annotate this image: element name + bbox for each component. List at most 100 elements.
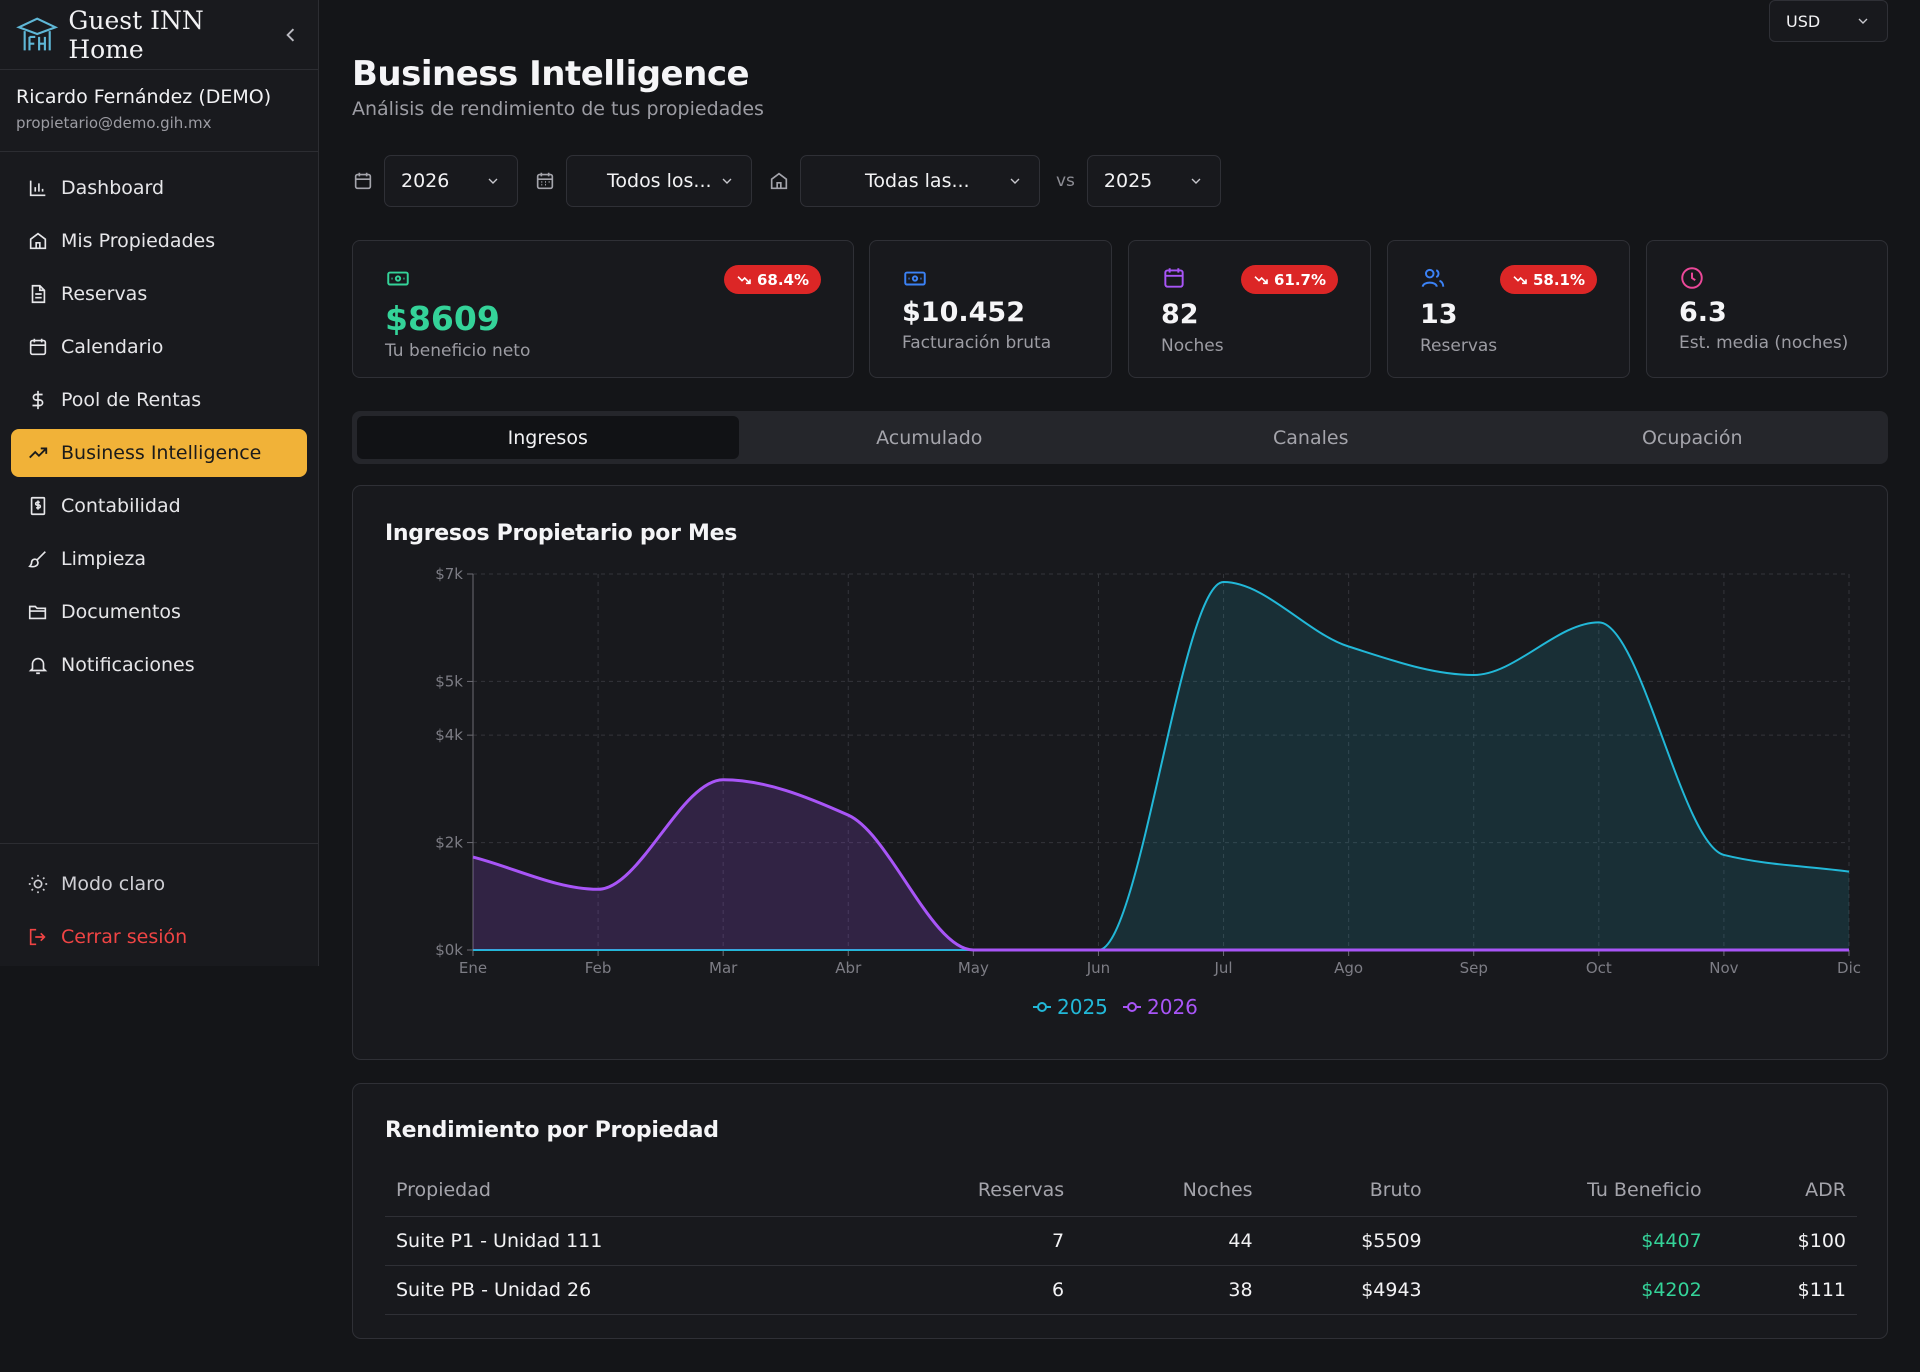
calendar-icon (29, 338, 47, 356)
logout-icon (29, 928, 46, 946)
x-tick-label: Jun (1086, 959, 1110, 977)
kpi-nights: 61.7% 82 Noches (1128, 240, 1371, 378)
sidebar-item-rental-pool[interactable]: Pool de Rentas (11, 376, 307, 424)
table-title: Rendimiento por Propiedad (385, 1118, 719, 1143)
x-tick-label: May (958, 959, 989, 977)
series-area-2026 (473, 779, 1849, 950)
folder-icon (28, 605, 47, 620)
cell-nights: 38 (1075, 1265, 1264, 1315)
sidebar-item-properties[interactable]: Mis Propiedades (11, 217, 307, 265)
x-tick-label: Nov (1709, 959, 1738, 977)
x-tick-label: Sep (1460, 959, 1488, 977)
calendar-grid-icon (536, 172, 554, 190)
sidebar-item-label: Notificaciones (61, 654, 195, 676)
sidebar-item-cleaning[interactable]: Limpieza (11, 535, 307, 583)
sidebar-item-business-intelligence[interactable]: Business Intelligence (11, 429, 307, 477)
kpi-row: 68.4% $8609 Tu beneficio neto $10.452 Fa… (352, 240, 1888, 378)
y-tick-label: $4k (435, 726, 463, 744)
tab-ocupacion[interactable]: Ocupación (1641, 426, 1743, 449)
column-header: Noches (1075, 1164, 1264, 1217)
sidebar-item-notifications[interactable]: Notificaciones (11, 641, 307, 689)
chevron-down-icon (722, 178, 732, 184)
bell-icon (28, 657, 48, 675)
kpi-label: Facturación bruta (902, 333, 1052, 353)
table-header-row: Propiedad Reservas Noches Bruto Tu Benef… (385, 1164, 1857, 1217)
cell-adr: $100 (1712, 1216, 1857, 1266)
kpi-label: Reservas (1420, 336, 1498, 356)
property-select[interactable]: Todas las... (800, 155, 1040, 207)
sidebar-item-dashboard[interactable]: Dashboard (11, 164, 307, 212)
tab-canales[interactable]: Canales (1273, 426, 1349, 449)
sidebar-item-label: Contabilidad (61, 495, 181, 517)
period-select[interactable]: Todos los... (566, 155, 752, 207)
y-tick-label: $0k (435, 941, 463, 959)
receipt-icon (30, 496, 46, 516)
tab-ingresos[interactable]: Ingresos (357, 416, 739, 459)
brush-icon (28, 551, 46, 568)
chevron-down-icon (1858, 18, 1868, 24)
kpi-change-value: 61.7% (1273, 270, 1326, 289)
currency-select[interactable]: USD (1769, 0, 1888, 42)
kpi-label: Tu beneficio neto (385, 341, 531, 361)
sidebar-item-calendar[interactable]: Calendario (11, 323, 307, 371)
column-header: Bruto (1263, 1164, 1433, 1217)
kpi-value: 6.3 (1679, 297, 1727, 328)
theme-toggle[interactable]: Modo claro (11, 860, 307, 908)
sidebar-item-label: Mis Propiedades (61, 230, 216, 252)
year-select-value: 2026 (401, 170, 450, 192)
brand-header: Guest INN Home (0, 0, 318, 70)
x-tick-label: Feb (585, 959, 612, 977)
cell-gross: $5509 (1263, 1216, 1433, 1266)
kpi-label: Est. media (noches) (1679, 333, 1849, 353)
banknote-icon (387, 271, 409, 286)
trending-down-icon (1513, 275, 1527, 284)
sidebar-item-reservations[interactable]: Reservas (11, 270, 307, 318)
kpi-value: $10.452 (902, 297, 1025, 328)
series-line-2026 (472, 778, 1849, 952)
logo-icon (16, 16, 59, 50)
series-line-2025 (472, 581, 1850, 951)
table-row[interactable]: Suite PB - Unidad 26 6 38 $4943 $4202 $1… (385, 1265, 1857, 1315)
users-icon (1421, 268, 1445, 288)
cell-gross: $4943 (1263, 1265, 1433, 1315)
compare-year-select[interactable]: 2025 (1086, 155, 1221, 207)
x-tick-label: Jul (1213, 959, 1232, 977)
sidebar-item-documents[interactable]: Documentos (11, 588, 307, 636)
cell-reservations: 6 (853, 1265, 1076, 1315)
y-tick-label: $5k (435, 672, 463, 690)
legend-label: 2026 (1147, 995, 1198, 1019)
chevron-down-icon (488, 178, 498, 184)
tab-acumulado[interactable]: Acumulado (876, 426, 983, 449)
calendar-icon (354, 172, 372, 190)
user-email: propietario@demo.gih.mx (16, 114, 212, 132)
sidebar-item-accounting[interactable]: Contabilidad (11, 482, 307, 530)
year-select[interactable]: 2026 (384, 155, 518, 207)
cell-profit: $4407 (1432, 1216, 1713, 1266)
page-subtitle: Análisis de rendimiento de tus propiedad… (352, 98, 764, 120)
kpi-value: 13 (1420, 299, 1458, 330)
sidebar-item-label: Business Intelligence (61, 442, 262, 464)
trending-up-icon (29, 447, 48, 459)
cell-nights: 44 (1075, 1216, 1264, 1266)
cell-property: Suite P1 - Unidad 111 (385, 1216, 854, 1266)
sidebar-item-label: Limpieza (61, 548, 147, 570)
property-performance-table: Propiedad Reservas Noches Bruto Tu Benef… (385, 1164, 1857, 1315)
kpi-change-badge: 58.1% (1499, 265, 1597, 294)
chevron-left-icon[interactable] (279, 23, 302, 47)
x-tick-label: Dic (1837, 959, 1861, 977)
cell-adr: $111 (1712, 1265, 1857, 1315)
chart-title: Ingresos Propietario por Mes (385, 521, 738, 546)
revenue-chart-card: Ingresos Propietario por Mes $0k $2k $4k $5… (352, 485, 1888, 1060)
trending-down-icon (1254, 275, 1268, 284)
vs-label: vs (1056, 171, 1075, 191)
column-header: Propiedad (385, 1164, 854, 1217)
kpi-change-value: 58.1% (1532, 270, 1585, 289)
table-row[interactable]: Suite P1 - Unidad 111 7 44 $5509 $4407 $… (385, 1216, 1857, 1266)
kpi-reservations: 58.1% 13 Reservas (1387, 240, 1630, 378)
logout-button[interactable]: Cerrar sesión (11, 913, 307, 961)
x-tick-label: Ago (1334, 959, 1363, 977)
legend-marker-dot (1127, 1002, 1137, 1012)
logout-label: Cerrar sesión (61, 926, 188, 948)
kpi-net-profit: 68.4% $8609 Tu beneficio neto (352, 240, 854, 378)
page-title: Business Intelligence (352, 54, 750, 94)
